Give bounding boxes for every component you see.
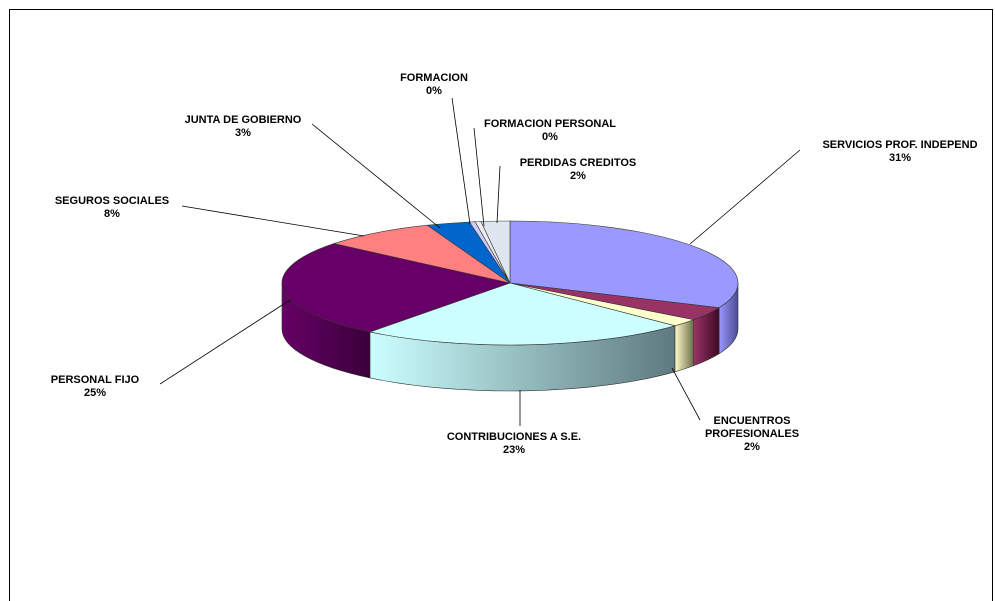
slice-value-label: 25% bbox=[84, 387, 106, 399]
pie-top-faces bbox=[282, 221, 738, 345]
slice-label: PROFESIONALES bbox=[705, 428, 799, 440]
slice-label: ENCUENTROS bbox=[713, 415, 790, 427]
slice-label: FORMACION bbox=[400, 72, 468, 84]
slice-label: SEGUROS SOCIALES bbox=[55, 195, 169, 207]
slice-label: PERSONAL FIJO bbox=[51, 374, 140, 386]
leader-line bbox=[690, 150, 800, 244]
slice-value-label: 2% bbox=[744, 441, 760, 453]
slice-label: PERDIDAS CREDITOS bbox=[520, 157, 637, 169]
leader-line bbox=[474, 128, 484, 226]
leader-line bbox=[160, 300, 290, 384]
slice-value-label: 31% bbox=[889, 152, 911, 164]
slice-value-label: 3% bbox=[235, 127, 251, 139]
slice-value-label: 8% bbox=[104, 208, 120, 220]
slice-value-label: 0% bbox=[426, 85, 442, 97]
leader-line bbox=[312, 124, 440, 228]
leader-line bbox=[182, 206, 364, 236]
pie-slice-side bbox=[675, 320, 694, 372]
slice-label: FORMACION PERSONAL bbox=[484, 118, 616, 130]
slice-value-label: 2% bbox=[570, 170, 586, 182]
slice-value-label: 23% bbox=[503, 444, 525, 456]
slice-label: JUNTA DE GOBIERNO bbox=[185, 114, 302, 126]
leader-line bbox=[672, 368, 700, 420]
slice-label: CONTRIBUCIONES A S.E. bbox=[447, 431, 581, 443]
leader-line bbox=[452, 98, 470, 224]
leader-line bbox=[497, 166, 500, 223]
slice-label: SERVICIOS PROF. INDEPEND bbox=[822, 139, 977, 151]
slice-value-label: 0% bbox=[542, 131, 558, 143]
